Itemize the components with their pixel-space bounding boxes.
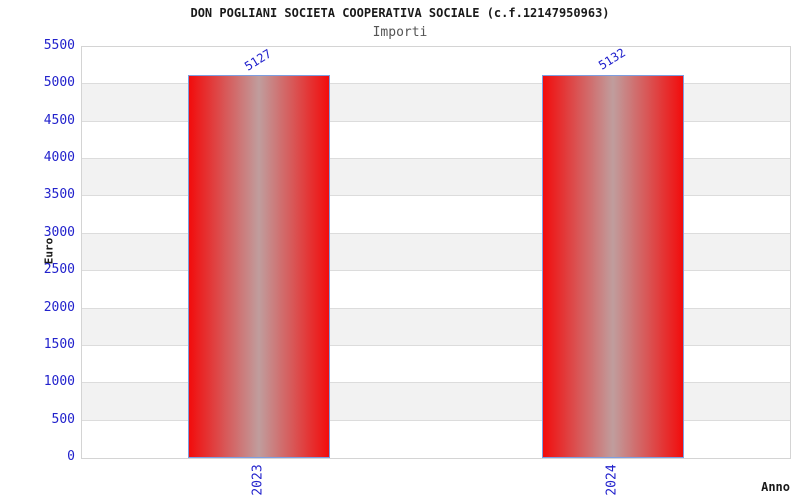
y-tick-label: 500 bbox=[51, 411, 75, 427]
gridline bbox=[82, 270, 790, 272]
gridline bbox=[82, 232, 790, 234]
y-tick-label: 0 bbox=[67, 449, 75, 464]
bar-2024 bbox=[542, 74, 684, 458]
y-tick-label: 3500 bbox=[43, 187, 75, 203]
gridline bbox=[82, 158, 790, 160]
bar-2023 bbox=[188, 74, 330, 458]
y-tick-label: 1500 bbox=[43, 336, 75, 352]
x-axis-title: Anno bbox=[761, 480, 790, 494]
chart-subtitle: Importi bbox=[372, 25, 428, 40]
gridline bbox=[82, 344, 790, 346]
gridline bbox=[82, 195, 790, 197]
y-tick-label: 5500 bbox=[43, 38, 75, 53]
y-tick-label: 3000 bbox=[43, 224, 75, 240]
y-tick-label: 1000 bbox=[43, 374, 75, 390]
gridline bbox=[82, 120, 790, 122]
gridline bbox=[82, 419, 790, 421]
x-tick-label: 2023 bbox=[250, 464, 266, 496]
y-axis-title: Euro bbox=[42, 237, 56, 265]
y-tick-label: 4000 bbox=[43, 150, 75, 166]
y-tick-label: 4500 bbox=[43, 112, 75, 128]
x-tick-label: 2024 bbox=[604, 464, 620, 496]
y-tick-label: 2000 bbox=[43, 299, 75, 315]
gridline bbox=[82, 83, 790, 85]
y-tick-label: 5000 bbox=[43, 75, 75, 91]
y-tick-label: 2500 bbox=[43, 262, 75, 278]
gridline bbox=[82, 307, 790, 309]
chart-title: DON POGLIANI SOCIETA COOPERATIVA SOCIALE… bbox=[190, 6, 610, 20]
plot-area bbox=[81, 46, 791, 459]
gridline bbox=[82, 382, 790, 384]
